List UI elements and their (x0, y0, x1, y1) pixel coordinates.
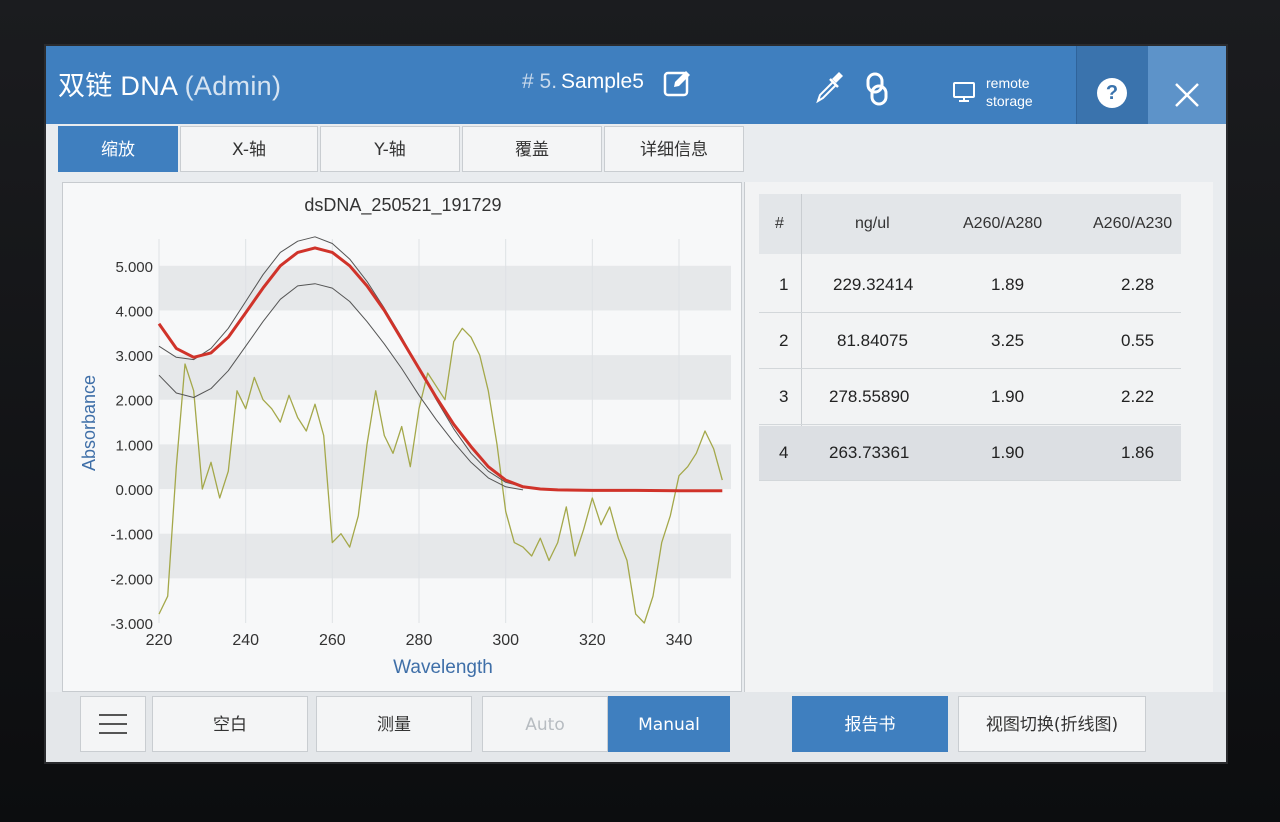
y-tick-label: 4.000 (115, 303, 153, 320)
app-screen: 双链 DNA (Admin) # 5. Sample5 remote (46, 46, 1226, 762)
tab-details[interactable]: 详细信息 (604, 126, 744, 172)
tab-zoom[interactable]: 缩放 (58, 126, 178, 172)
cell-index: 1 (779, 275, 789, 294)
x-tick-label: 340 (666, 632, 693, 649)
y-tick-label: 3.000 (115, 348, 153, 365)
cell-concentration: 81.84075 (837, 331, 908, 350)
app-title-text: 双链 DNA (58, 71, 177, 101)
link-icon[interactable] (862, 72, 892, 106)
user-role: (Admin) (184, 71, 282, 101)
remote-label-line1: remote (986, 75, 1030, 91)
view-switch-button[interactable]: 视图切换(折线图) (958, 696, 1146, 752)
app-title: 双链 DNA (Admin) (58, 64, 281, 103)
series-line-2 (158, 283, 524, 491)
series-line-0 (157, 246, 723, 493)
remote-label-line2: storage (986, 93, 1033, 109)
cell-a260-a280: 1.89 (991, 275, 1025, 294)
cell-a260-a230: 2.22 (1121, 387, 1155, 406)
y-tick-label: -2.000 (110, 571, 153, 588)
cell-concentration: 278.55890 (829, 387, 910, 406)
cell-index: 2 (779, 331, 789, 350)
header-concentration: ng/ul (855, 215, 890, 232)
report-button[interactable]: 报告书 (792, 696, 948, 752)
sample-number: # 5. (522, 70, 558, 93)
table-row[interactable]: 2 81.84075 3.25 0.55 (759, 314, 1181, 369)
cell-index: 3 (779, 387, 789, 406)
table-row-selected[interactable]: 4 263.73361 1.90 1.86 (759, 426, 1181, 481)
chart-band (159, 533, 731, 579)
remote-storage-button[interactable]: remote storage (952, 72, 1072, 116)
sample-label: # 5. Sample5 (522, 70, 644, 94)
chart-panel[interactable]: dsDNA_250521_191729 Absorbance Wavelengt… (62, 182, 742, 692)
y-tick-label: 0.000 (115, 482, 153, 499)
cell-a260-a230: 1.86 (1121, 443, 1155, 462)
x-tick-label: 320 (579, 632, 606, 649)
cell-concentration: 263.73361 (829, 443, 910, 462)
cell-a260-a280: 1.90 (991, 443, 1025, 462)
x-tick-label: 240 (232, 632, 259, 649)
tab-x-axis[interactable]: X-轴 (180, 126, 318, 172)
y-axis-label: Absorbance (79, 375, 99, 471)
chart-band (159, 444, 731, 490)
tab-overlay[interactable]: 覆盖 (462, 126, 602, 172)
y-tick-label: -3.000 (110, 616, 153, 633)
menu-button[interactable] (80, 696, 146, 752)
results-panel: # ng/ul A260/A280 A260/A230 1 229.32414 … (744, 182, 1213, 696)
title-bar: 双链 DNA (Admin) # 5. Sample5 remote (46, 46, 1226, 124)
table-header: # ng/ul A260/A280 A260/A230 (759, 194, 1181, 254)
y-tick-label: 5.000 (115, 259, 153, 276)
cell-a260-a230: 2.28 (1121, 275, 1155, 294)
x-tick-label: 300 (492, 632, 519, 649)
absorbance-chart[interactable]: dsDNA_250521_191729 Absorbance Wavelengt… (63, 183, 741, 691)
header-a260-a230: A260/A230 (1093, 215, 1173, 232)
x-tick-label: 220 (146, 632, 173, 649)
monitor-icon (953, 82, 975, 102)
series-line-3 (158, 327, 723, 624)
cell-a260-a280: 3.25 (991, 331, 1025, 350)
table-row[interactable]: 1 229.32414 1.89 2.28 (759, 258, 1181, 313)
chart-title: dsDNA_250521_191729 (304, 195, 501, 216)
close-button[interactable] (1148, 46, 1226, 124)
blank-button[interactable]: 空白 (152, 696, 308, 752)
chart-tabs: 缩放 X-轴 Y-轴 覆盖 详细信息 (58, 126, 746, 174)
edit-icon[interactable] (662, 68, 692, 98)
x-tick-label: 280 (406, 632, 433, 649)
chart-band (159, 355, 731, 400)
close-icon (1175, 83, 1199, 107)
cell-index: 4 (779, 443, 789, 462)
remote-storage-label: remote storage (986, 74, 1033, 110)
x-axis-label: Wavelength (393, 657, 493, 678)
table-row[interactable]: 3 278.55890 1.90 2.22 (759, 370, 1181, 425)
header-index: # (775, 215, 784, 232)
hamburger-icon (99, 714, 127, 736)
bottom-toolbar: 空白 测量 Auto Manual 报告书 视图切换(折线图) (46, 692, 1226, 762)
y-tick-label: -1.000 (110, 527, 153, 544)
tab-y-axis[interactable]: Y-轴 (320, 126, 460, 172)
y-tick-label: 2.000 (115, 393, 153, 410)
pipette-icon[interactable] (814, 70, 844, 104)
cell-a260-a280: 1.90 (991, 387, 1025, 406)
help-button[interactable]: ? (1076, 46, 1149, 124)
header-a260-a280: A260/A280 (963, 215, 1043, 232)
y-tick-label: 1.000 (115, 437, 153, 454)
cell-a260-a230: 0.55 (1121, 331, 1155, 350)
series-line-1 (158, 236, 524, 488)
x-tick-label: 260 (319, 632, 346, 649)
sample-name: Sample5 (561, 70, 644, 93)
column-separator (801, 194, 802, 476)
manual-button[interactable]: Manual (608, 696, 730, 752)
measure-button[interactable]: 测量 (316, 696, 472, 752)
cell-concentration: 229.32414 (833, 275, 914, 294)
help-icon: ? (1097, 78, 1127, 108)
auto-button[interactable]: Auto (482, 696, 608, 752)
